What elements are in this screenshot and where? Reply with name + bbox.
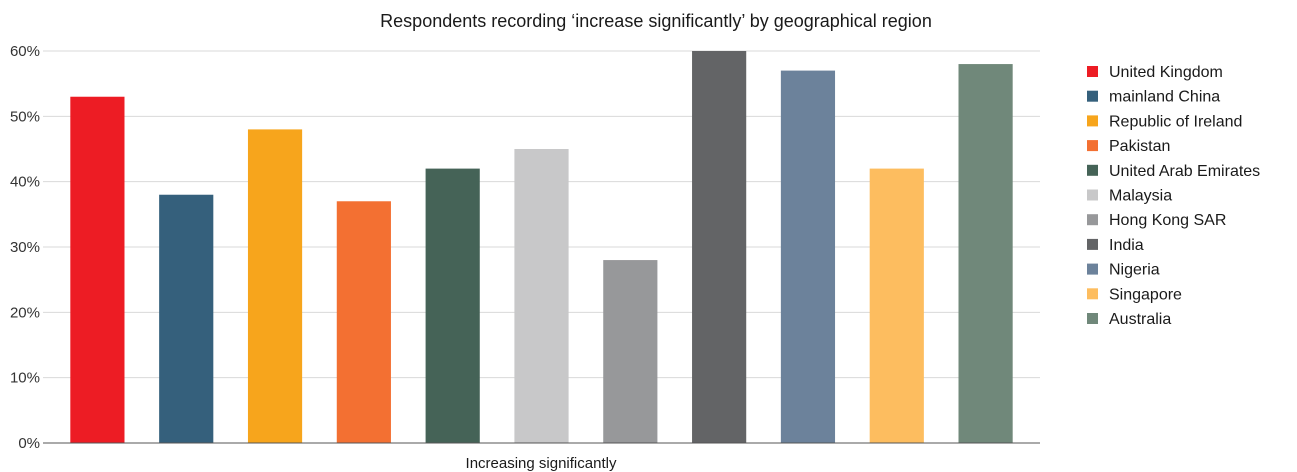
legend-label: Hong Kong SAR xyxy=(1109,212,1226,229)
bar xyxy=(159,194,214,443)
bar xyxy=(425,168,480,443)
chart-title: Respondents recording ‘increase signific… xyxy=(380,11,932,31)
legend-swatch xyxy=(1087,115,1098,127)
legend-label: United Arab Emirates xyxy=(1109,163,1260,180)
legend-label: Australia xyxy=(1109,311,1171,328)
bar xyxy=(514,149,569,443)
legend-swatch xyxy=(1087,189,1098,201)
legend-item: Republic of Ireland xyxy=(1087,113,1242,130)
bar xyxy=(780,70,836,443)
y-tick-label: 40% xyxy=(10,174,40,191)
legend-label: Pakistan xyxy=(1109,138,1170,155)
legend-item: Pakistan xyxy=(1087,138,1170,155)
y-tick-label: 60% xyxy=(10,43,40,60)
bar xyxy=(603,260,658,443)
legend-swatch xyxy=(1087,313,1098,324)
legend-label: Nigeria xyxy=(1109,262,1160,279)
bar xyxy=(958,64,1013,444)
legend-swatch xyxy=(1087,66,1098,77)
legend-item: Hong Kong SAR xyxy=(1087,212,1226,229)
bar xyxy=(692,51,747,443)
legend-label: India xyxy=(1109,237,1144,254)
legend-item: United Kingdom xyxy=(1087,64,1223,81)
legend-label: Republic of Ireland xyxy=(1109,113,1242,130)
legend-item: Singapore xyxy=(1087,286,1182,303)
y-tick-label: 20% xyxy=(10,304,40,321)
bar xyxy=(336,201,391,443)
legend-label: Malaysia xyxy=(1109,188,1172,205)
legend-item: Malaysia xyxy=(1087,188,1172,205)
legend: United Kingdom mainland China Republic of … xyxy=(1087,64,1260,328)
y-tick-labels: 0% 10% 20% 30% 40% 50% 60% xyxy=(10,43,40,452)
y-tick-label: 30% xyxy=(10,239,40,256)
legend-label: mainland China xyxy=(1109,89,1220,106)
y-tick-label: 10% xyxy=(10,370,40,387)
legend-swatch xyxy=(1087,288,1098,300)
bars xyxy=(70,51,1013,444)
legend-item: United Arab Emirates xyxy=(1087,163,1260,180)
x-axis-label: Increasing significantly xyxy=(466,455,617,472)
bar xyxy=(869,168,924,443)
legend-swatch xyxy=(1087,214,1098,226)
legend-swatch xyxy=(1087,164,1098,176)
legend-swatch xyxy=(1087,263,1098,275)
bar xyxy=(247,129,303,443)
legend-label: United Kingdom xyxy=(1109,64,1223,81)
legend-swatch xyxy=(1087,140,1098,152)
legend-swatch xyxy=(1087,90,1098,102)
legend-item: Australia xyxy=(1087,311,1171,328)
legend-item: Nigeria xyxy=(1087,262,1160,279)
legend-swatch xyxy=(1087,238,1098,250)
bar xyxy=(70,96,125,443)
legend-label: Singapore xyxy=(1109,286,1182,303)
legend-item: mainland China xyxy=(1087,89,1220,106)
legend-item: India xyxy=(1087,237,1144,254)
y-tick-label: 0% xyxy=(18,435,40,452)
y-tick-label: 50% xyxy=(10,108,40,125)
